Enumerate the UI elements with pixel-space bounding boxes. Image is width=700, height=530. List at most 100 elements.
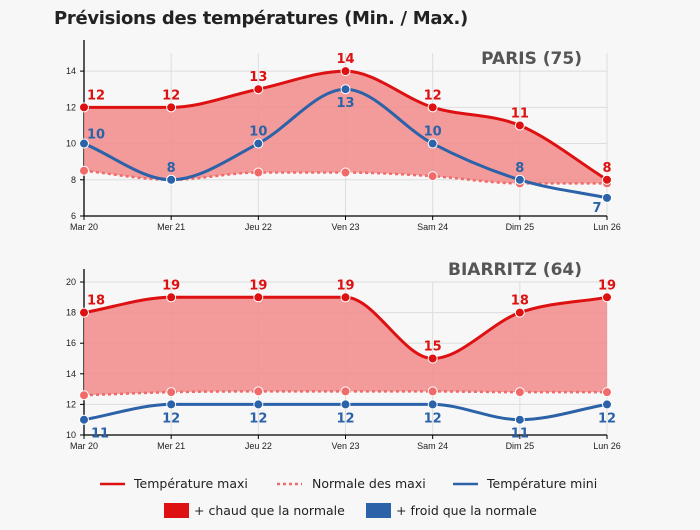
x-tick-label: Mer 21: [157, 441, 185, 451]
y-tick-label: 12: [66, 399, 76, 409]
y-tick-label: 8: [71, 175, 76, 185]
max-value-label: 11: [511, 106, 529, 121]
max-point: [166, 102, 177, 113]
min-point: [253, 138, 264, 149]
min-point: [79, 414, 89, 425]
min-value-label: 10: [249, 125, 267, 140]
normal-point: [253, 386, 264, 397]
min-value-label: 8: [515, 161, 524, 176]
x-tick-label: Ven 23: [331, 441, 359, 451]
max-point: [79, 102, 89, 113]
normal-point: [427, 171, 438, 182]
y-tick-label: 16: [66, 338, 76, 348]
max-point: [253, 84, 264, 95]
x-tick-label: Mar 20: [70, 441, 98, 451]
x-tick-label: Dim 25: [506, 222, 535, 232]
max-value-label: 19: [249, 278, 267, 293]
normal-point: [427, 386, 438, 397]
legend-warm-label: + chaud que la normale: [194, 503, 345, 518]
min-value-label: 10: [424, 125, 442, 140]
min-point: [79, 138, 89, 149]
normal-point: [166, 387, 177, 398]
normal-point: [602, 387, 612, 398]
legend-cold-label: + froid que la normale: [396, 503, 537, 518]
min-point: [340, 84, 351, 95]
max-point: [514, 307, 525, 318]
max-point: [514, 120, 525, 131]
max-value-label: 19: [598, 278, 616, 293]
warm-area: [84, 297, 607, 396]
legend-normal-label: Normale des maxi: [312, 476, 426, 491]
x-tick-label: Lun 26: [593, 441, 621, 451]
max-value-label: 18: [511, 294, 529, 309]
x-tick-label: Sam 24: [417, 222, 448, 232]
y-tick-label: 12: [66, 102, 76, 112]
max-point: [340, 66, 351, 77]
min-point: [602, 192, 612, 203]
y-tick-label: 10: [66, 430, 76, 440]
y-tick-label: 20: [66, 277, 76, 287]
min-value-label: 12: [336, 411, 354, 426]
max-value-label: 8: [602, 161, 611, 176]
max-point: [427, 353, 438, 364]
min-value-label: 7: [592, 201, 601, 216]
legend-cold-swatch: [366, 503, 391, 518]
normal-point: [514, 387, 525, 398]
normal-point: [79, 165, 89, 176]
x-tick-label: Jeu 22: [245, 222, 272, 232]
min-value-label: 10: [87, 128, 105, 143]
min-value-label: 13: [336, 96, 354, 111]
normal-point: [340, 167, 351, 178]
legend-max-label: Température maxi: [133, 476, 248, 491]
max-point: [602, 174, 612, 185]
min-value-label: 12: [249, 411, 267, 426]
min-point: [253, 399, 264, 410]
max-value-label: 13: [249, 70, 267, 85]
x-tick-label: Ven 23: [331, 222, 359, 232]
min-point: [166, 399, 177, 410]
max-value-label: 15: [424, 340, 442, 355]
max-value-label: 12: [424, 88, 442, 103]
y-tick-label: 18: [66, 308, 76, 318]
min-point: [166, 174, 177, 185]
min-value-label: 12: [424, 411, 442, 426]
max-value-label: 12: [87, 88, 105, 103]
normal-point: [340, 386, 351, 397]
x-tick-label: Dim 25: [506, 441, 535, 451]
legend-min-label: Température mini: [486, 476, 597, 491]
min-point: [602, 399, 612, 410]
max-point: [340, 292, 351, 303]
city-title: BIARRITZ (64): [448, 260, 582, 280]
max-point: [79, 307, 89, 318]
x-tick-label: Jeu 22: [245, 441, 272, 451]
min-point: [427, 138, 438, 149]
max-value-label: 19: [336, 278, 354, 293]
normal-point: [253, 167, 264, 178]
max-point: [253, 292, 264, 303]
warm-area: [84, 71, 607, 184]
max-value-label: 14: [336, 52, 354, 67]
min-point: [340, 399, 351, 410]
legend: Température maxi Normale des maxi Températ…: [100, 476, 597, 518]
x-tick-label: Mer 21: [157, 222, 185, 232]
y-tick-label: 14: [66, 66, 76, 76]
max-value-label: 19: [162, 278, 180, 293]
city-title: PARIS (75): [481, 49, 582, 69]
max-value-label: 18: [87, 294, 105, 309]
min-point: [427, 399, 438, 410]
min-value-label: 8: [167, 161, 176, 176]
max-point: [427, 102, 438, 113]
normal-point: [79, 390, 89, 401]
chart-paris: 6 8 10 12 14 Mar 20 Mer 21 Jeu 22 Ven 23 Sam 24 Di…: [66, 40, 621, 232]
max-point: [166, 292, 177, 303]
chart-biarritz: 10 12 14 16 18 20 Mar 20 Mer 21 Jeu 22 Ven 23 Sam …: [66, 260, 621, 451]
y-tick-label: 6: [71, 211, 76, 221]
x-tick-label: Mar 20: [70, 222, 98, 232]
page-title: Prévisions des températures (Min. / Max.…: [54, 8, 468, 29]
x-tick-label: Lun 26: [593, 222, 621, 232]
min-value-label: 11: [511, 427, 529, 442]
max-point: [602, 292, 612, 303]
y-tick-label: 14: [66, 369, 76, 379]
min-point: [514, 174, 525, 185]
